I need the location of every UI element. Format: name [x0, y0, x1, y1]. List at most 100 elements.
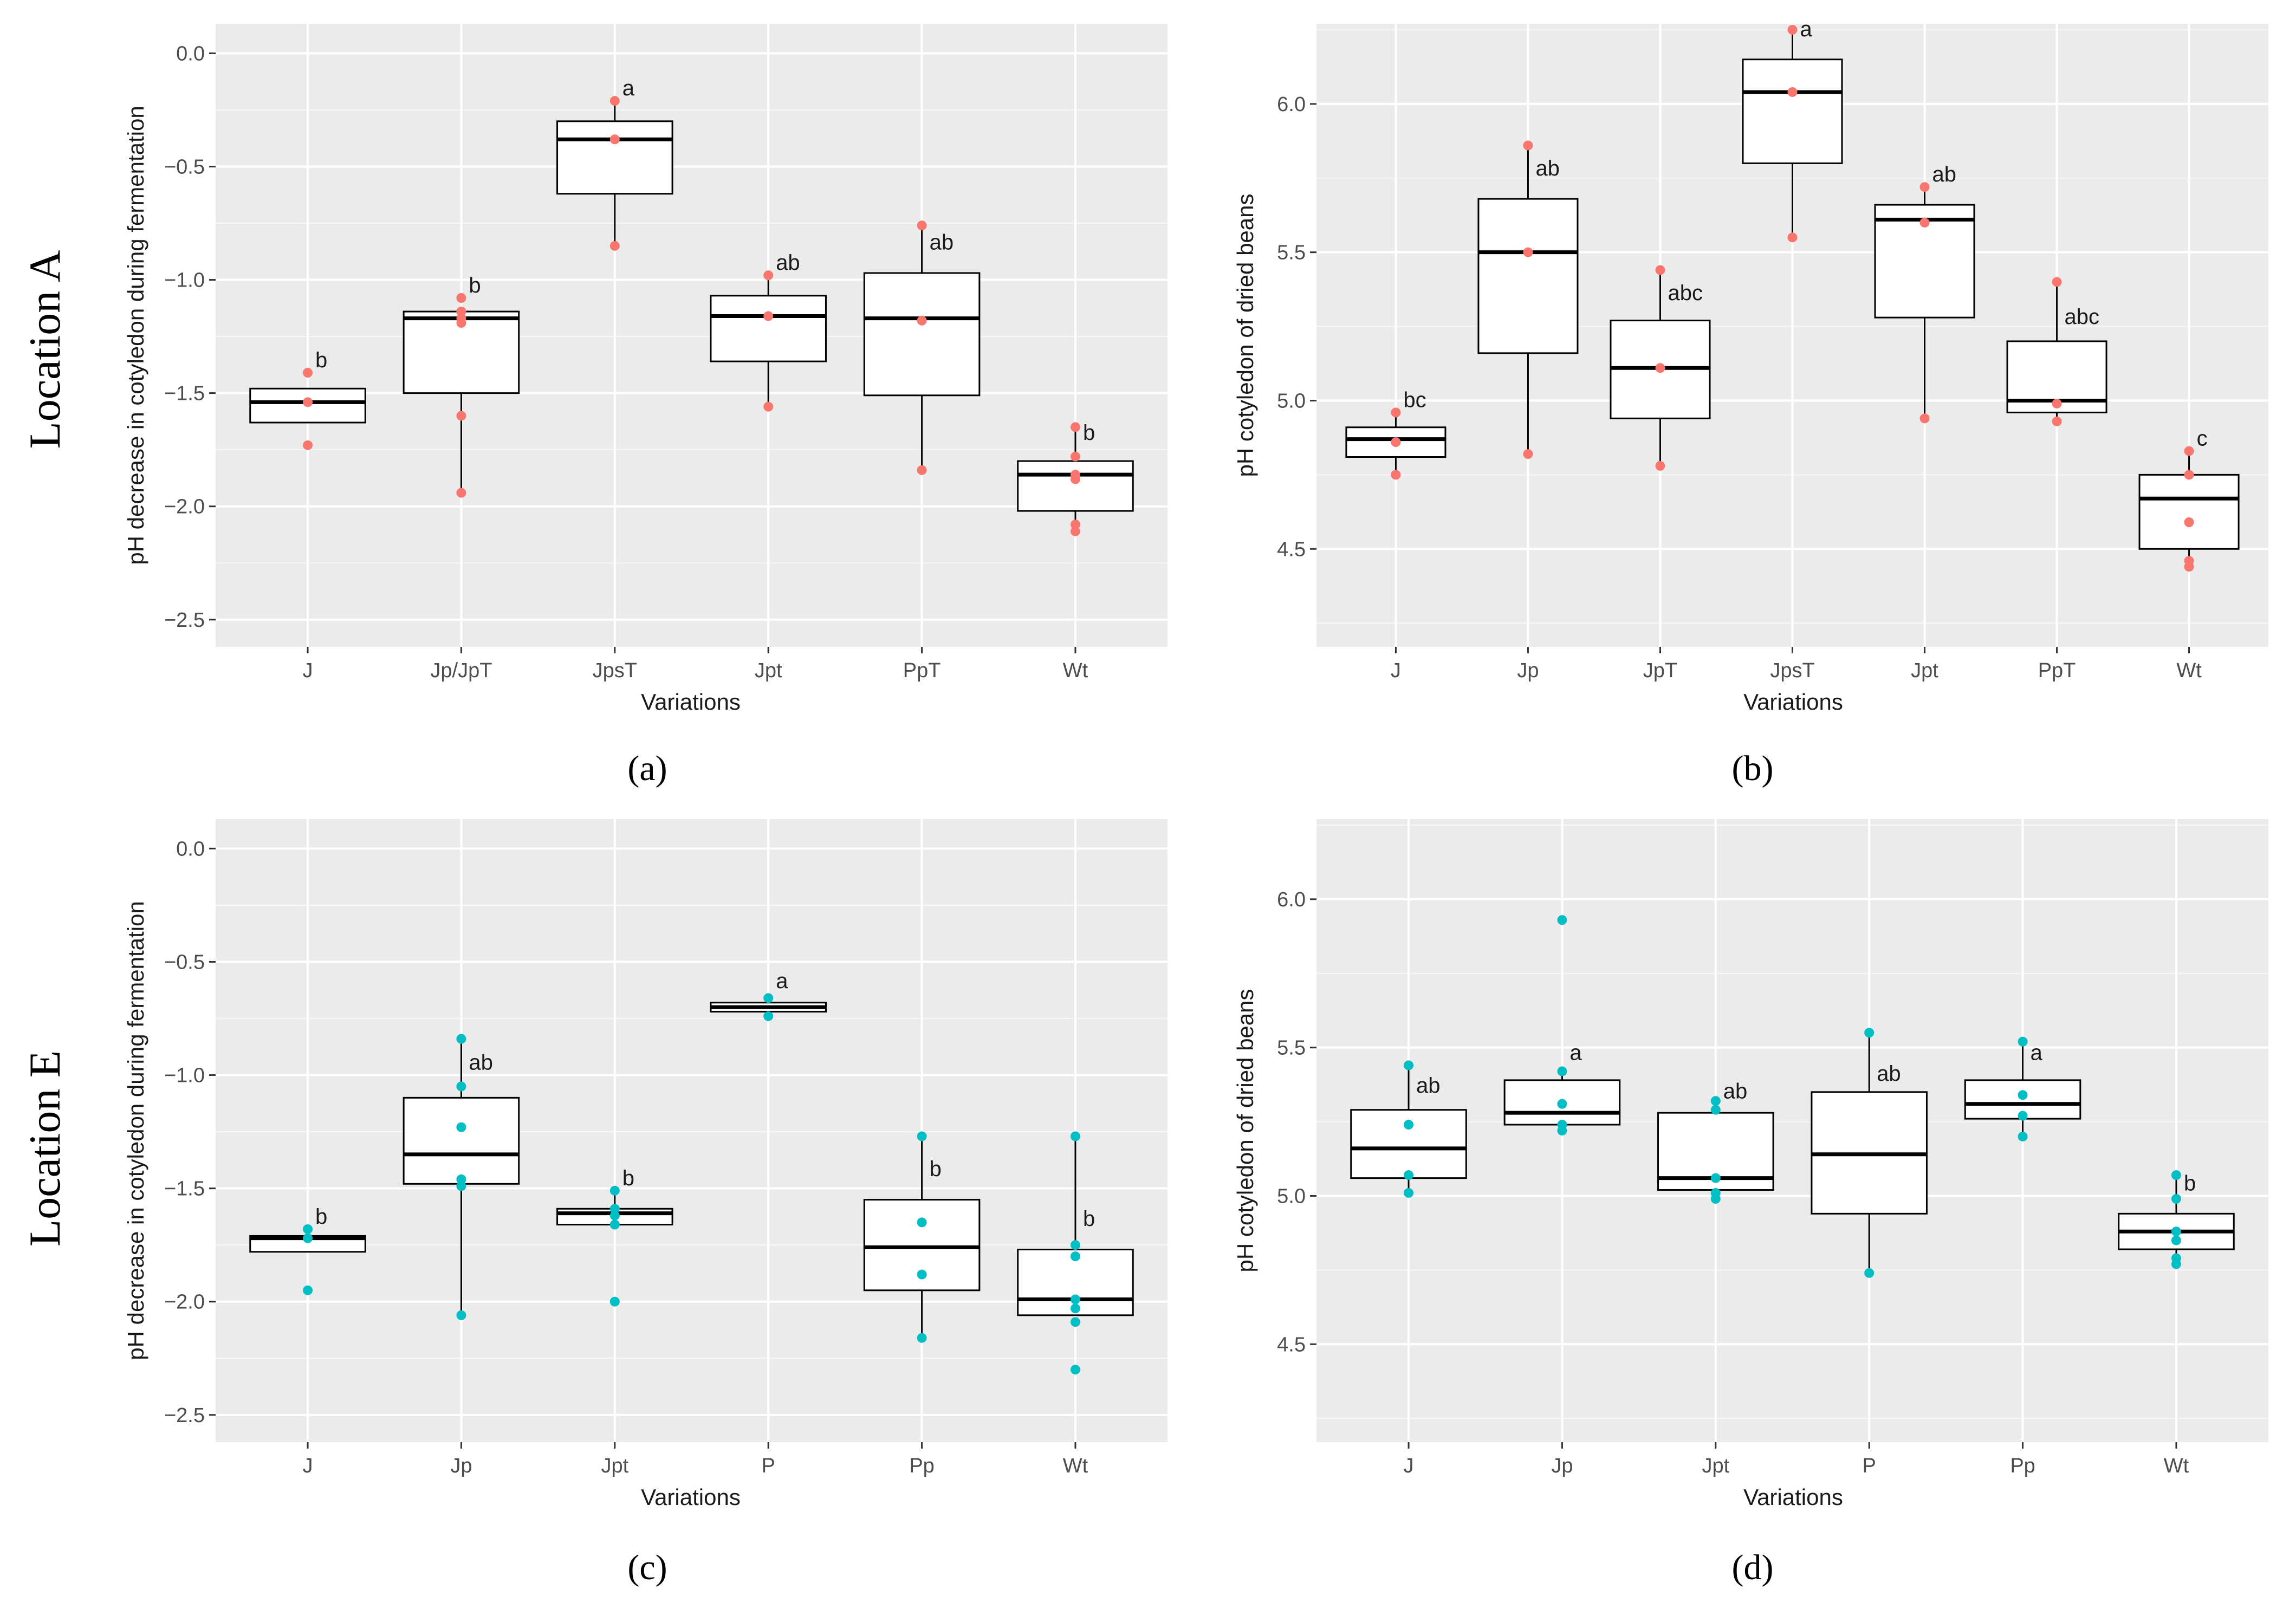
data-point [2018, 1090, 2028, 1100]
data-point [763, 311, 774, 321]
data-point [2171, 1235, 2181, 1245]
data-point [303, 1285, 313, 1295]
iqr-box [2138, 473, 2240, 550]
significance-letter: ab [1416, 1074, 1441, 1098]
x-tick-label: J [303, 659, 313, 682]
significance-letter: c [2197, 427, 2208, 451]
box-Jp: ab [403, 1034, 520, 1320]
box-JpsT: a [556, 76, 673, 251]
x-tick-label: P [1863, 1455, 1876, 1477]
data-point [2018, 1036, 2028, 1047]
row-label-location-a: Location A [20, 250, 69, 449]
y-axis-label: pH decrease in cotyledon during fermenta… [123, 106, 148, 565]
data-point [1864, 1268, 1875, 1278]
y-tick-label: 4.5 [1277, 538, 1306, 561]
box-Wt: b [2118, 1170, 2235, 1269]
data-point [1404, 1060, 1414, 1070]
iqr-box [863, 272, 981, 397]
panel-c: 0.0−0.5−1.0−1.5−2.0−2.5J Jp Jpt P Pp Wtbabbab… [123, 819, 1168, 1587]
box-Jp: a [1503, 915, 1621, 1135]
data-point [1655, 363, 1665, 373]
x-tick-label: JpT [1643, 659, 1677, 682]
data-point [456, 1122, 466, 1132]
data-point [2171, 1170, 2181, 1180]
x-tick-label: Pp [909, 1455, 934, 1477]
y-tick-label: −2.0 [164, 1291, 205, 1314]
x-tick-label: PpT [903, 659, 941, 682]
data-point [1070, 1317, 1080, 1327]
x-tick-label: Jp [1517, 659, 1539, 682]
data-point [456, 318, 466, 328]
box-Jpt: b [556, 1166, 673, 1307]
data-point [1557, 1066, 1567, 1076]
data-point [1404, 1120, 1414, 1130]
x-tick-label: PpT [2038, 659, 2076, 682]
significance-letter: b [1083, 421, 1095, 445]
data-point [1070, 1294, 1080, 1305]
y-tick-label: 0.0 [176, 42, 205, 65]
y-tick-label: 5.5 [1277, 1037, 1306, 1060]
y-tick-label: −0.5 [164, 951, 205, 974]
data-point [456, 1034, 466, 1044]
y-tick-label: 0.0 [176, 838, 205, 860]
data-point [2184, 446, 2194, 456]
data-point [1919, 413, 1930, 424]
significance-letter: b [315, 348, 327, 372]
data-point [1557, 1126, 1567, 1135]
significance-letter: bc [1403, 388, 1426, 412]
box-Wt: c [2138, 427, 2240, 572]
data-point [1523, 449, 1533, 459]
data-point [917, 1217, 927, 1228]
y-tick-label: 5.5 [1277, 242, 1306, 264]
data-point [2184, 517, 2194, 527]
data-point [1523, 247, 1533, 257]
data-point [609, 241, 620, 251]
y-axis-label: pH cotyledon of dried beans [1233, 193, 1258, 477]
data-point [2052, 277, 2062, 287]
data-point [456, 1081, 466, 1092]
data-point [1655, 460, 1665, 471]
box-J: ab [1350, 1060, 1467, 1198]
significance-letter: ab [469, 1051, 493, 1075]
data-point [917, 315, 927, 326]
data-point [1557, 1099, 1567, 1109]
data-point [763, 993, 774, 1003]
significance-letter: b [622, 1166, 634, 1190]
data-point [2018, 1111, 2028, 1121]
x-tick-label: Wt [2164, 1455, 2189, 1477]
y-tick-label: −1.5 [164, 382, 205, 405]
data-point [1710, 1096, 1721, 1106]
x-tick-label: Pp [2010, 1455, 2035, 1477]
significance-letter: b [1083, 1207, 1095, 1231]
data-point [1070, 451, 1080, 462]
x-tick-label: Jp [1551, 1455, 1573, 1477]
data-point [2171, 1259, 2181, 1269]
x-tick-label: Jp/JpT [430, 659, 492, 682]
y-axis-label: pH cotyledon of dried beans [1233, 989, 1258, 1272]
data-point [1070, 1303, 1080, 1314]
data-point [1070, 526, 1080, 536]
data-point [1787, 232, 1798, 243]
iqr-box [1742, 59, 1843, 164]
iqr-box [556, 120, 673, 195]
panel-caption: (b) [1732, 749, 1774, 788]
data-point [303, 397, 313, 407]
significance-letter: ab [1723, 1080, 1748, 1104]
data-point [1391, 437, 1401, 447]
plot-background [216, 819, 1168, 1442]
iqr-box [403, 1096, 520, 1185]
significance-letter: b [2184, 1171, 2196, 1195]
box-Wt: b [1017, 1131, 1134, 1375]
data-point [609, 1204, 620, 1214]
data-point [917, 1131, 927, 1141]
x-tick-label: Jpt [755, 659, 782, 682]
data-point [2171, 1226, 2181, 1237]
y-tick-label: 4.5 [1277, 1333, 1306, 1356]
data-point [1070, 1365, 1080, 1375]
significance-letter: b [930, 1157, 942, 1181]
significance-letter: ab [1877, 1062, 1901, 1086]
data-point [303, 368, 313, 378]
data-point [456, 1181, 466, 1191]
data-point [609, 96, 620, 106]
data-point [1070, 1131, 1080, 1141]
